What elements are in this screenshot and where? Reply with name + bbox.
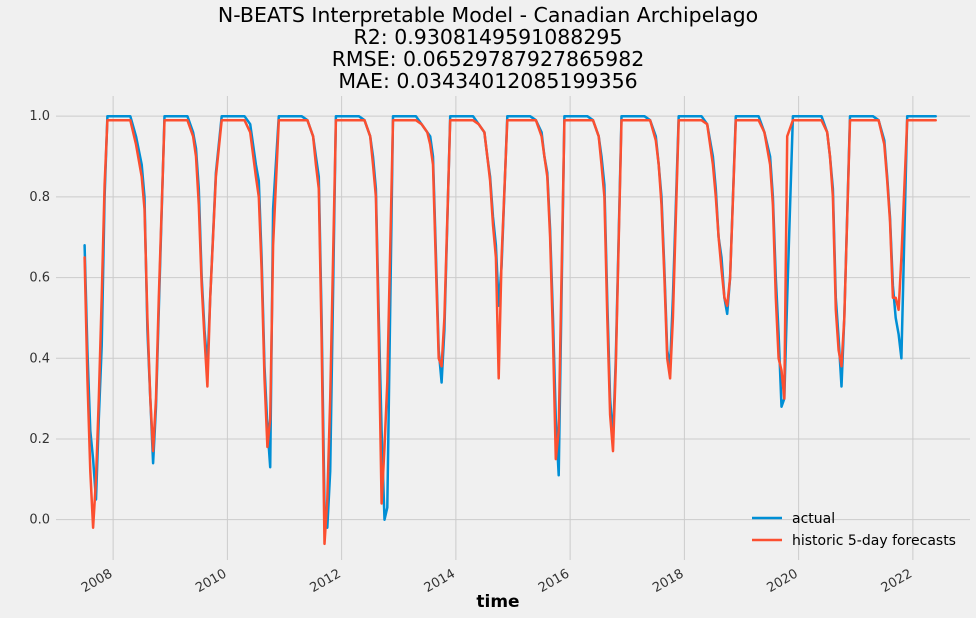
x-tick-label: 2014 [422, 566, 458, 596]
x-tick-label: 2022 [879, 566, 915, 596]
title-line-1: N-BEATS Interpretable Model - Canadian A… [217, 3, 759, 27]
plot-area [56, 96, 970, 560]
y-tick-label: 0.4 [29, 351, 50, 366]
y-tick-label: 0.6 [29, 271, 50, 286]
x-tick-label: 2008 [79, 566, 115, 596]
y-tick-label: 0.2 [29, 432, 50, 447]
y-tick-label: 1.0 [29, 109, 50, 124]
title-line-rmse: RMSE: 0.06529787927865982 [331, 47, 645, 71]
y-tick-label: 0.0 [29, 513, 50, 528]
legend-label-forecast: historic 5-day forecasts [792, 533, 956, 549]
x-tick-label: 2010 [193, 566, 229, 596]
x-tick-label: 2012 [307, 566, 343, 596]
x-tick-label: 2020 [764, 566, 800, 596]
y-tick-label: 0.8 [29, 190, 50, 205]
series-layer [83, 114, 937, 546]
title-line-mae: MAE: 0.03434012085199356 [338, 69, 638, 93]
legend-label-actual: actual [792, 511, 835, 527]
legend: actual historic 5-day forecasts [752, 511, 956, 549]
chart-title: N-BEATS Interpretable Model - Canadian A… [0, 4, 976, 92]
x-axis-label: time [476, 592, 519, 612]
x-tick-label: 2018 [650, 566, 686, 596]
title-line-r2: R2: 0.9308149591088295 [353, 25, 623, 49]
x-tick-label: 2016 [536, 566, 572, 596]
series-line-forecast [83, 118, 937, 546]
